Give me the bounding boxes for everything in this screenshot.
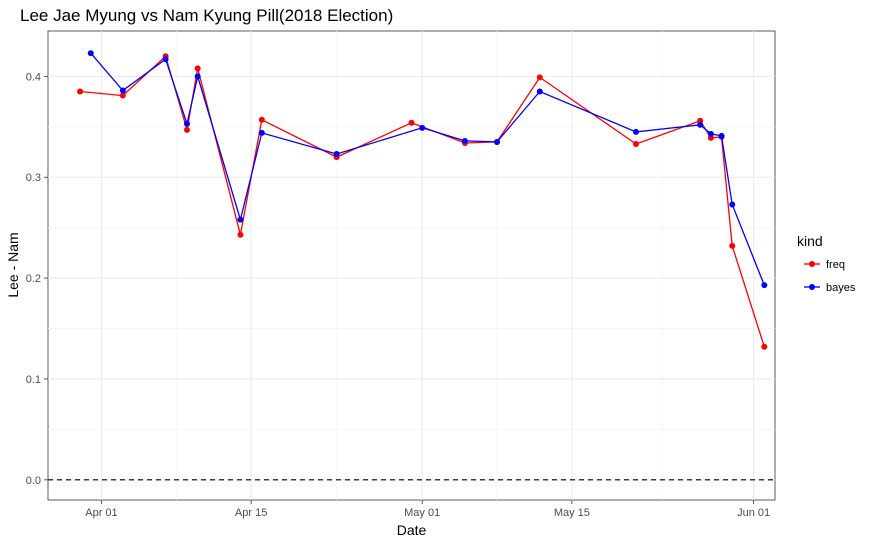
data-point-freq (237, 231, 244, 238)
data-point-bayes (707, 130, 714, 137)
data-point-bayes (494, 138, 501, 145)
legend-title: kind (797, 233, 823, 249)
data-point-bayes (237, 216, 244, 223)
legend-label: bayes (826, 282, 856, 294)
x-axis-title: Date (397, 522, 427, 538)
y-tick-label: 0.2 (26, 273, 41, 285)
x-axis-ticks: Apr 01 Apr 15 May 01 May 15 Jun 01 (85, 500, 770, 519)
plot-panel (47, 30, 776, 501)
legend: kind freq bayes (797, 233, 856, 294)
data-point-bayes (194, 73, 201, 80)
x-tick-label: Apr 15 (235, 507, 267, 519)
data-point-freq (183, 126, 190, 133)
data-point-freq (729, 242, 736, 249)
x-tick-label: Apr 01 (85, 507, 117, 519)
y-axis-ticks: 0.0 0.1 0.2 0.3 0.4 (26, 71, 48, 487)
data-point-bayes (718, 132, 725, 139)
data-point-bayes (183, 120, 190, 127)
data-point-bayes (87, 50, 94, 57)
x-tick-label: May 01 (404, 507, 440, 519)
legend-key-point (809, 261, 815, 267)
data-point-bayes (761, 282, 768, 289)
legend-item-freq: freq (804, 259, 845, 271)
data-point-freq (194, 65, 201, 72)
data-point-freq (536, 74, 543, 81)
minor-gridlines (48, 31, 775, 500)
data-point-bayes (536, 88, 543, 95)
data-point-freq (258, 116, 265, 123)
y-tick-label: 0.0 (26, 475, 41, 487)
data-point-bayes (633, 128, 640, 135)
y-tick-label: 0.4 (26, 71, 41, 83)
series-group (77, 50, 768, 350)
data-point-freq (633, 140, 640, 147)
series-bayes (87, 50, 768, 289)
data-point-freq (119, 92, 126, 99)
legend-key-point (809, 284, 815, 290)
x-tick-label: Jun 01 (737, 507, 770, 519)
data-point-bayes (119, 87, 126, 94)
y-tick-label: 0.3 (26, 172, 41, 184)
legend-label: freq (826, 259, 845, 271)
data-point-freq (408, 119, 415, 126)
legend-items: freq bayes (804, 259, 856, 294)
data-point-bayes (419, 124, 426, 131)
data-point-freq (77, 88, 84, 95)
data-point-bayes (258, 129, 265, 136)
y-axis-title: Lee - Nam (5, 232, 21, 297)
y-tick-label: 0.1 (26, 374, 41, 386)
data-point-freq (761, 343, 768, 350)
x-tick-label: May 15 (554, 507, 590, 519)
data-point-bayes (461, 137, 468, 144)
data-point-bayes (729, 201, 736, 208)
legend-item-bayes: bayes (804, 282, 856, 294)
data-point-bayes (333, 151, 340, 158)
chart-title: Lee Jae Myung vs Nam Kyung Pill(2018 Ele… (20, 6, 393, 25)
data-point-bayes (162, 56, 169, 63)
data-point-bayes (697, 121, 704, 128)
